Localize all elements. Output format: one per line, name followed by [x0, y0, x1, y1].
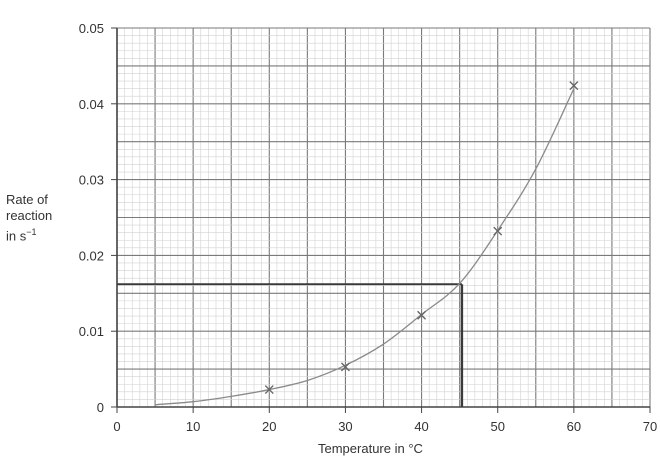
data-points: [264, 81, 579, 395]
x-axis-label: Temperature in °C: [318, 441, 423, 456]
x-tick-labels: 0 10 20 30 40 50 60 70: [113, 407, 657, 434]
y-tick-label: 0: [97, 400, 104, 415]
y-tick-label: 0.01: [79, 324, 104, 339]
y-axis-label-line-2: reaction: [6, 208, 53, 223]
axes: [116, 28, 650, 408]
y-tick-label: 0.03: [79, 173, 104, 188]
y-axis-label-line-1: Rate of: [6, 192, 48, 207]
y-tick-label: 0.02: [79, 248, 104, 263]
x-tick-label: 10: [186, 419, 200, 434]
x-tick-label: 20: [262, 419, 276, 434]
y-axis-label-exponent: −1: [26, 227, 37, 237]
y-tick-label: 0.04: [79, 97, 104, 112]
x-tick-label: 0: [113, 419, 120, 434]
curve-line: [155, 88, 575, 406]
data-point: [264, 385, 274, 395]
data-point-stroke: [417, 310, 427, 320]
data-point: [493, 226, 503, 236]
x-tick-label: 30: [338, 419, 352, 434]
data-point: [340, 362, 350, 372]
data-point: [417, 310, 427, 320]
data-point-stroke: [569, 81, 579, 91]
y-tick-label: 0.05: [79, 21, 104, 36]
read-off-lines: [117, 283, 464, 407]
x-tick-label: 60: [567, 419, 581, 434]
data-point-stroke: [340, 362, 350, 372]
x-tick-label: 40: [414, 419, 428, 434]
y-axis-label: Rate of reaction in s−1: [6, 192, 52, 244]
x-tick-label: 50: [490, 419, 504, 434]
data-point-stroke: [493, 226, 503, 236]
x-tick-label: 70: [643, 419, 657, 434]
data-point: [569, 81, 579, 91]
y-tick-labels: 0 0.01 0.02 0.03 0.04 0.05: [79, 21, 117, 415]
data-point-stroke: [264, 385, 274, 395]
y-axis-label-line-3: in s: [6, 228, 27, 244]
fitted-curve: [155, 88, 575, 406]
grid: [116, 27, 651, 408]
